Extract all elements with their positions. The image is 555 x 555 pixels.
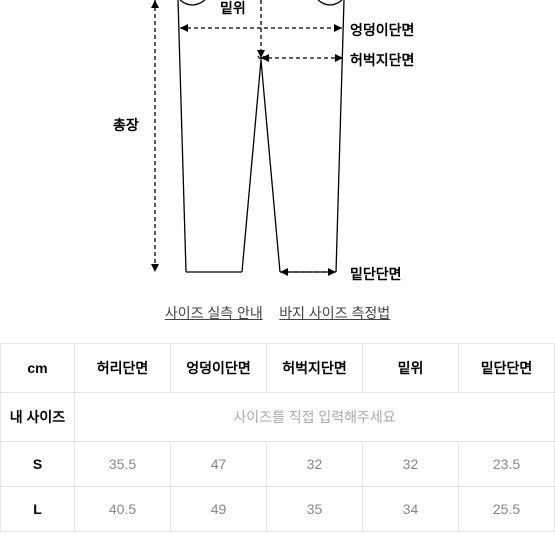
size-value: 25.5: [459, 487, 555, 532]
size-value: 47: [171, 442, 267, 487]
link-size-guide[interactable]: 사이즈 실측 안내: [165, 305, 263, 321]
label-hip: 엉덩이단면: [350, 20, 414, 40]
size-value: 49: [171, 487, 267, 532]
pants-diagram: 밑위 엉덩이단면 허벅지단면 총장 밑단단면: [0, 0, 555, 295]
help-links: 사이즈 실측 안내 바지 사이즈 측정법: [0, 303, 555, 323]
label-thigh: 허벅지단면: [350, 50, 414, 70]
size-value: 40.5: [75, 487, 171, 532]
size-label: S: [1, 442, 75, 487]
col-header: 허벅지단면: [267, 344, 363, 393]
col-header: 허리단면: [75, 344, 171, 393]
pants-svg: [0, 0, 555, 295]
link-measure-method[interactable]: 바지 사이즈 측정법: [279, 305, 390, 321]
size-value: 35: [267, 487, 363, 532]
size-value: 32: [363, 442, 459, 487]
size-value: 32: [267, 442, 363, 487]
col-header: 밑단단면: [459, 344, 555, 393]
size-value: 23.5: [459, 442, 555, 487]
size-table: cm 허리단면 엉덩이단면 허벅지단면 밑위 밑단단면 내 사이즈 사이즈를 직…: [0, 343, 555, 532]
table-row: L 40.5 49 35 34 25.5: [1, 487, 555, 532]
label-length: 총장: [113, 115, 139, 135]
col-header: 엉덩이단면: [171, 344, 267, 393]
table-row: S 35.5 47 32 32 23.5: [1, 442, 555, 487]
col-header: 밑위: [363, 344, 459, 393]
size-value: 34: [363, 487, 459, 532]
label-hem: 밑단단면: [350, 264, 402, 284]
my-size-row: 내 사이즈 사이즈를 직접 입력해주세요: [1, 393, 555, 442]
label-rise: 밑위: [220, 0, 246, 18]
unit-cell: cm: [1, 344, 75, 393]
my-size-label: 내 사이즈: [1, 393, 75, 442]
my-size-input[interactable]: 사이즈를 직접 입력해주세요: [75, 393, 555, 442]
table-header-row: cm 허리단면 엉덩이단면 허벅지단면 밑위 밑단단면: [1, 344, 555, 393]
size-value: 35.5: [75, 442, 171, 487]
size-label: L: [1, 487, 75, 532]
